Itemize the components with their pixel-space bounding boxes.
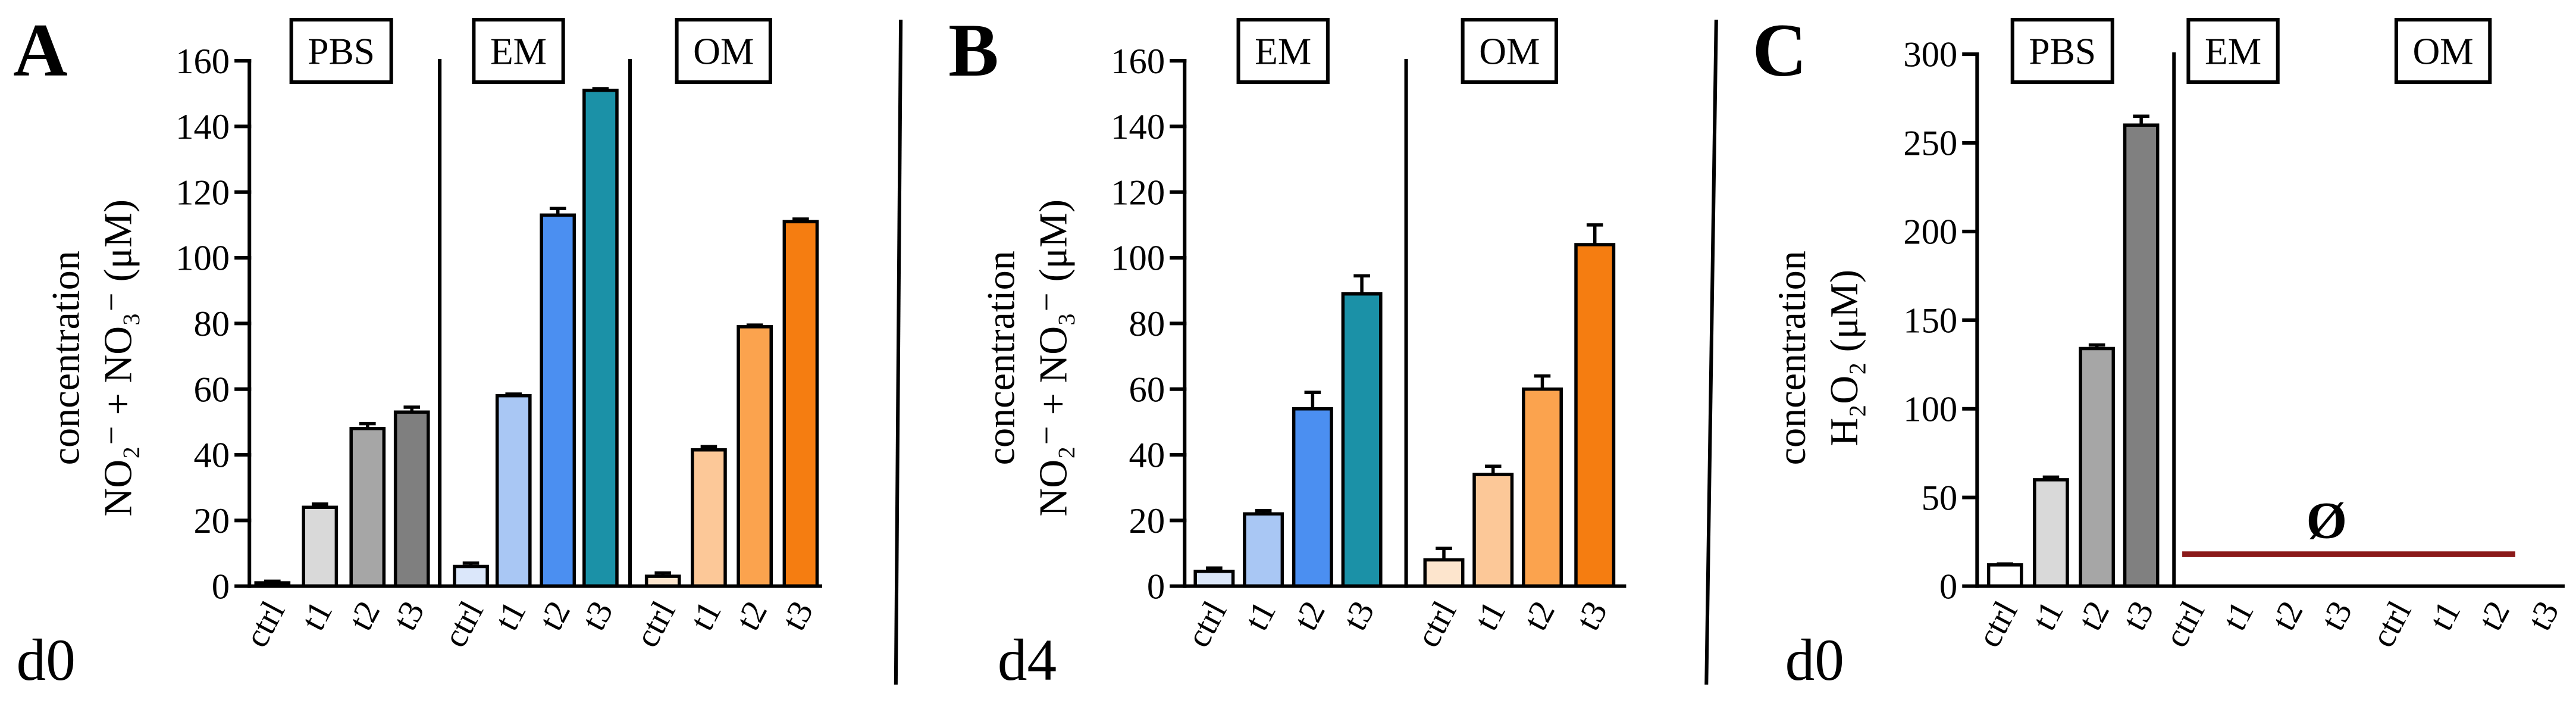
y-tick-label: 150 <box>1903 301 1957 341</box>
group-label-em: EM <box>490 30 547 73</box>
y-tick-label: 120 <box>176 173 230 213</box>
y-axis-label-line-2: NO₂⁻ + NO₃⁻ (μM) <box>1032 199 1076 517</box>
group-label-box-om <box>675 18 772 84</box>
bar-om-t1 <box>1472 473 1514 588</box>
not-detected-symbol: Ø <box>2306 491 2347 549</box>
bar-pbs-t3 <box>2123 123 2160 588</box>
y-tick-label: 140 <box>1111 107 1165 147</box>
group-label-pbs: PBS <box>308 30 375 73</box>
bar-pbs-t1 <box>302 505 339 588</box>
group-label-box-pbs <box>289 18 393 84</box>
y-tick-label: 100 <box>1111 239 1165 279</box>
group-label-om: OM <box>1479 30 1540 73</box>
timepoint-label: d0 <box>1785 628 1844 693</box>
bar-pbs-ctrl <box>1986 563 2023 588</box>
y-tick-label: 200 <box>1903 213 1957 252</box>
bar-om-ctrl <box>1423 558 1465 588</box>
timepoint-label: d4 <box>998 628 1057 693</box>
y-tick-label: 100 <box>1903 389 1957 429</box>
bar-em-t1 <box>1243 512 1284 588</box>
y-axis-label-line-2: NO₂⁻ + NO₃⁻ (μM) <box>97 199 140 517</box>
group-label-om: OM <box>693 30 754 73</box>
group-label-box-pbs <box>2010 18 2114 84</box>
bar-em-t2 <box>1292 407 1333 588</box>
group-label-pbs: PBS <box>2029 30 2096 73</box>
bar-pbs-t3 <box>393 410 430 588</box>
group-label-box-om <box>1461 18 1559 84</box>
y-tick-label: 20 <box>1129 501 1165 541</box>
y-tick-label: 40 <box>1129 436 1165 476</box>
y-tick-label: 120 <box>1111 173 1165 213</box>
panel-letter: C <box>1753 9 1807 92</box>
bar-om-t1 <box>691 448 727 588</box>
bar-em-ctrl <box>453 564 489 588</box>
y-tick-label: 100 <box>176 239 230 279</box>
bar-em-t1 <box>495 393 532 588</box>
y-tick-label: 20 <box>193 501 230 541</box>
bar-pbs-t2 <box>349 427 386 588</box>
y-tick-label: 50 <box>1922 478 1958 518</box>
y-axis-label-line-1: concentration <box>979 251 1023 465</box>
y-axis-label-line-1: concentration <box>44 251 87 465</box>
bar-om-t3 <box>782 220 819 588</box>
bar-em-ctrl <box>1193 570 1235 588</box>
panel-letter: B <box>948 9 999 92</box>
y-tick-label: 60 <box>193 370 230 410</box>
bar-pbs-t2 <box>2079 346 2116 588</box>
panel-separator-a-b <box>894 20 903 685</box>
bar-em-t3 <box>1341 292 1383 588</box>
panel-letter: A <box>13 9 68 92</box>
y-tick-label: 160 <box>176 42 230 82</box>
y-tick-label: 300 <box>1903 35 1957 75</box>
y-tick-label: 80 <box>1129 304 1165 344</box>
bar-em-t2 <box>540 213 576 588</box>
y-tick-label: 0 <box>212 567 230 607</box>
y-tick-label: 0 <box>1147 567 1165 607</box>
group-label-box-em <box>1236 18 1330 84</box>
group-label-om: OM <box>2413 30 2474 73</box>
group-label-box-em <box>2186 18 2280 84</box>
y-axis-label-line-1: concentration <box>1770 251 1814 465</box>
y-tick-label: 250 <box>1903 124 1957 164</box>
bar-pbs-t1 <box>2033 478 2069 588</box>
group-label-box-em <box>472 18 565 84</box>
y-tick-label: 140 <box>176 107 230 147</box>
group-label-em: EM <box>1255 30 1311 73</box>
y-tick-label: 160 <box>1111 42 1165 82</box>
timepoint-label: d0 <box>17 628 76 693</box>
panel-separator-b-c <box>1704 20 1718 685</box>
bar-om-t3 <box>1574 243 1616 588</box>
bar-em-t3 <box>582 88 619 588</box>
bar-om-t2 <box>1522 387 1563 588</box>
bar-om-t2 <box>737 325 773 588</box>
group-label-box-om <box>2394 18 2492 84</box>
panel-a: Ad0 concentration NO₂⁻ + NO₃⁻ (μM) 0 20 40 60 8… <box>13 9 823 693</box>
y-tick-label: 80 <box>193 304 230 344</box>
y-axis-label-line-2: H₂O₂ (μM) <box>1823 270 1866 446</box>
y-tick-label: 60 <box>1129 370 1165 410</box>
y-tick-label: 40 <box>193 436 230 476</box>
y-tick-label: 0 <box>1939 567 1957 607</box>
group-label-em: EM <box>2205 30 2261 73</box>
